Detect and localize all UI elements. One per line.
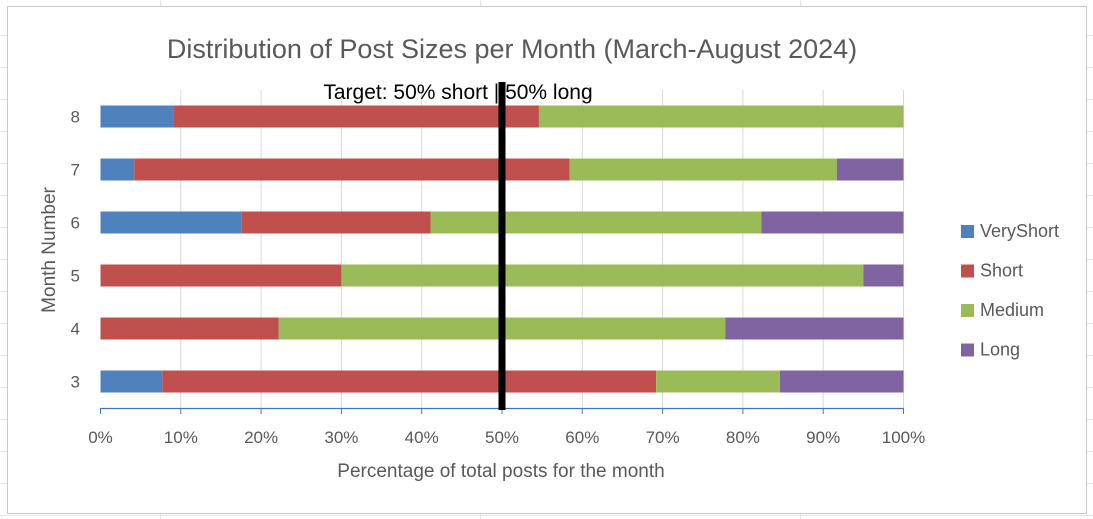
bar-long-month-4 (725, 317, 904, 340)
y-tick-label: 6 (71, 214, 80, 233)
bar-long-month-7 (836, 158, 904, 181)
y-tick-label: 8 (71, 108, 80, 127)
x-tick-label: 30% (324, 428, 358, 447)
target-annotation: Target: 50% short | 50% long (323, 81, 593, 410)
chart-area[interactable] (7, 6, 1087, 514)
legend-swatch (961, 343, 974, 357)
bar-long-month-6 (761, 211, 904, 234)
legend-swatch (961, 225, 974, 238)
bar-veryshort-month-3 (100, 370, 163, 393)
x-tick-label: 20% (244, 428, 278, 447)
y-tick-label: 5 (71, 267, 80, 286)
y-tick-label: 7 (71, 161, 80, 180)
x-tick-label: 10% (164, 428, 198, 447)
bar-veryshort-month-8 (100, 105, 174, 128)
x-tick-label: 50% (485, 428, 519, 447)
x-tick-label: 0% (88, 428, 113, 447)
legend-label: VeryShort (980, 221, 1059, 241)
bar-medium-month-3 (656, 370, 780, 393)
x-tick-label: 40% (405, 428, 439, 447)
bar-long-month-5 (863, 264, 904, 287)
bar-long-month-3 (779, 370, 904, 393)
legend-swatch (961, 304, 974, 317)
y-tick-label: 4 (71, 320, 80, 339)
bar-medium-month-8 (538, 105, 904, 128)
y-axis-title: Month Number (39, 187, 60, 313)
bar-short-month-5 (100, 264, 342, 287)
bar-short-month-8 (173, 105, 539, 128)
bar-medium-month-7 (569, 158, 837, 181)
legend-label: Long (980, 340, 1020, 360)
legend-swatch (961, 264, 974, 278)
legend: VeryShort Short Medium Long (961, 221, 1059, 360)
x-tick-label: 100% (882, 428, 925, 447)
bar-short-month-7 (134, 158, 570, 181)
chart-title: Distribution of Post Sizes per Month (Ma… (167, 34, 857, 64)
x-tick-label: 80% (726, 428, 760, 447)
x-axis-title: Percentage of total posts for the month (337, 461, 664, 482)
legend-label: Medium (980, 300, 1044, 320)
bar-veryshort-month-7 (100, 158, 135, 181)
bar-veryshort-month-6 (100, 211, 242, 234)
gridlines (180, 90, 904, 408)
bar-medium-month-6 (430, 211, 762, 234)
x-tick-label: 90% (806, 428, 840, 447)
bar-short-month-6 (241, 211, 431, 234)
bar-short-month-4 (100, 317, 279, 340)
annotation-label: Target: 50% short | 50% long (323, 81, 592, 104)
bar-medium-month-5 (341, 264, 864, 287)
plot-area (100, 105, 904, 393)
legend-label: Short (980, 261, 1023, 281)
x-tick-label: 70% (646, 428, 680, 447)
x-tick-label: 60% (565, 428, 599, 447)
bar-short-month-3 (162, 370, 657, 393)
y-tick-label: 3 (71, 373, 80, 392)
